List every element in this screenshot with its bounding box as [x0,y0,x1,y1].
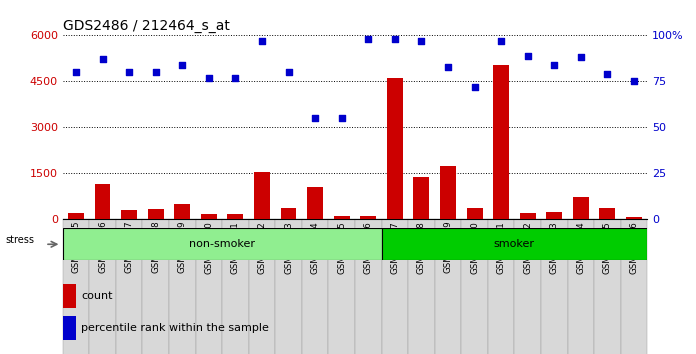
Bar [466,208,482,219]
Bar [89,219,116,354]
Bar [143,219,169,354]
Point [522,53,533,58]
Point [469,84,480,90]
Bar [413,177,429,219]
Point [336,115,347,121]
Bar [148,209,164,219]
Bar [488,219,514,354]
Bar [541,219,567,354]
Bar [275,219,302,354]
Bar [254,172,270,219]
Point [70,69,81,75]
Bar [387,78,403,219]
Bar [435,219,461,354]
Point [576,55,587,60]
Bar [196,219,222,354]
Bar [63,284,75,308]
Bar [514,219,541,354]
Bar [333,216,349,219]
Bar [381,219,408,354]
Bar [381,228,647,260]
Bar [355,219,381,354]
Bar [63,316,75,340]
Bar [361,216,377,219]
Bar [174,204,190,219]
Point [443,64,454,69]
Bar [63,228,381,260]
Bar [329,219,355,354]
Text: count: count [81,291,113,301]
Point [416,38,427,44]
Bar [408,219,435,354]
Text: GDS2486 / 212464_s_at: GDS2486 / 212464_s_at [63,19,230,33]
Bar [121,210,137,219]
Bar [493,64,509,219]
Bar [461,219,488,354]
Bar [248,219,275,354]
Point [177,62,188,68]
Point [203,75,214,81]
Bar [440,166,456,219]
Bar [567,219,594,354]
Bar [302,219,329,354]
Bar [68,213,84,219]
Point [283,69,294,75]
Point [256,38,267,44]
Point [548,62,560,68]
Point [150,69,161,75]
Bar [621,219,647,354]
Point [123,69,134,75]
Bar [201,214,216,219]
Point [602,71,613,77]
Bar [599,208,615,219]
Point [496,38,507,44]
Bar [169,219,196,354]
Bar [280,208,296,219]
Point [97,57,108,62]
Point [363,36,374,42]
Bar [116,219,143,354]
Point [628,79,640,84]
Text: stress: stress [5,235,34,245]
Bar [222,219,248,354]
Bar [626,217,642,219]
Text: non-smoker: non-smoker [189,239,255,249]
Bar [95,184,111,219]
Bar [307,187,323,219]
Point [389,36,400,42]
Bar [594,219,621,354]
Text: percentile rank within the sample: percentile rank within the sample [81,323,269,333]
Bar [520,213,536,219]
Point [310,115,321,121]
Bar [228,214,244,219]
Bar [546,212,562,219]
Bar [573,197,589,219]
Bar [63,219,89,354]
Point [230,75,241,81]
Text: smoker: smoker [494,239,535,249]
